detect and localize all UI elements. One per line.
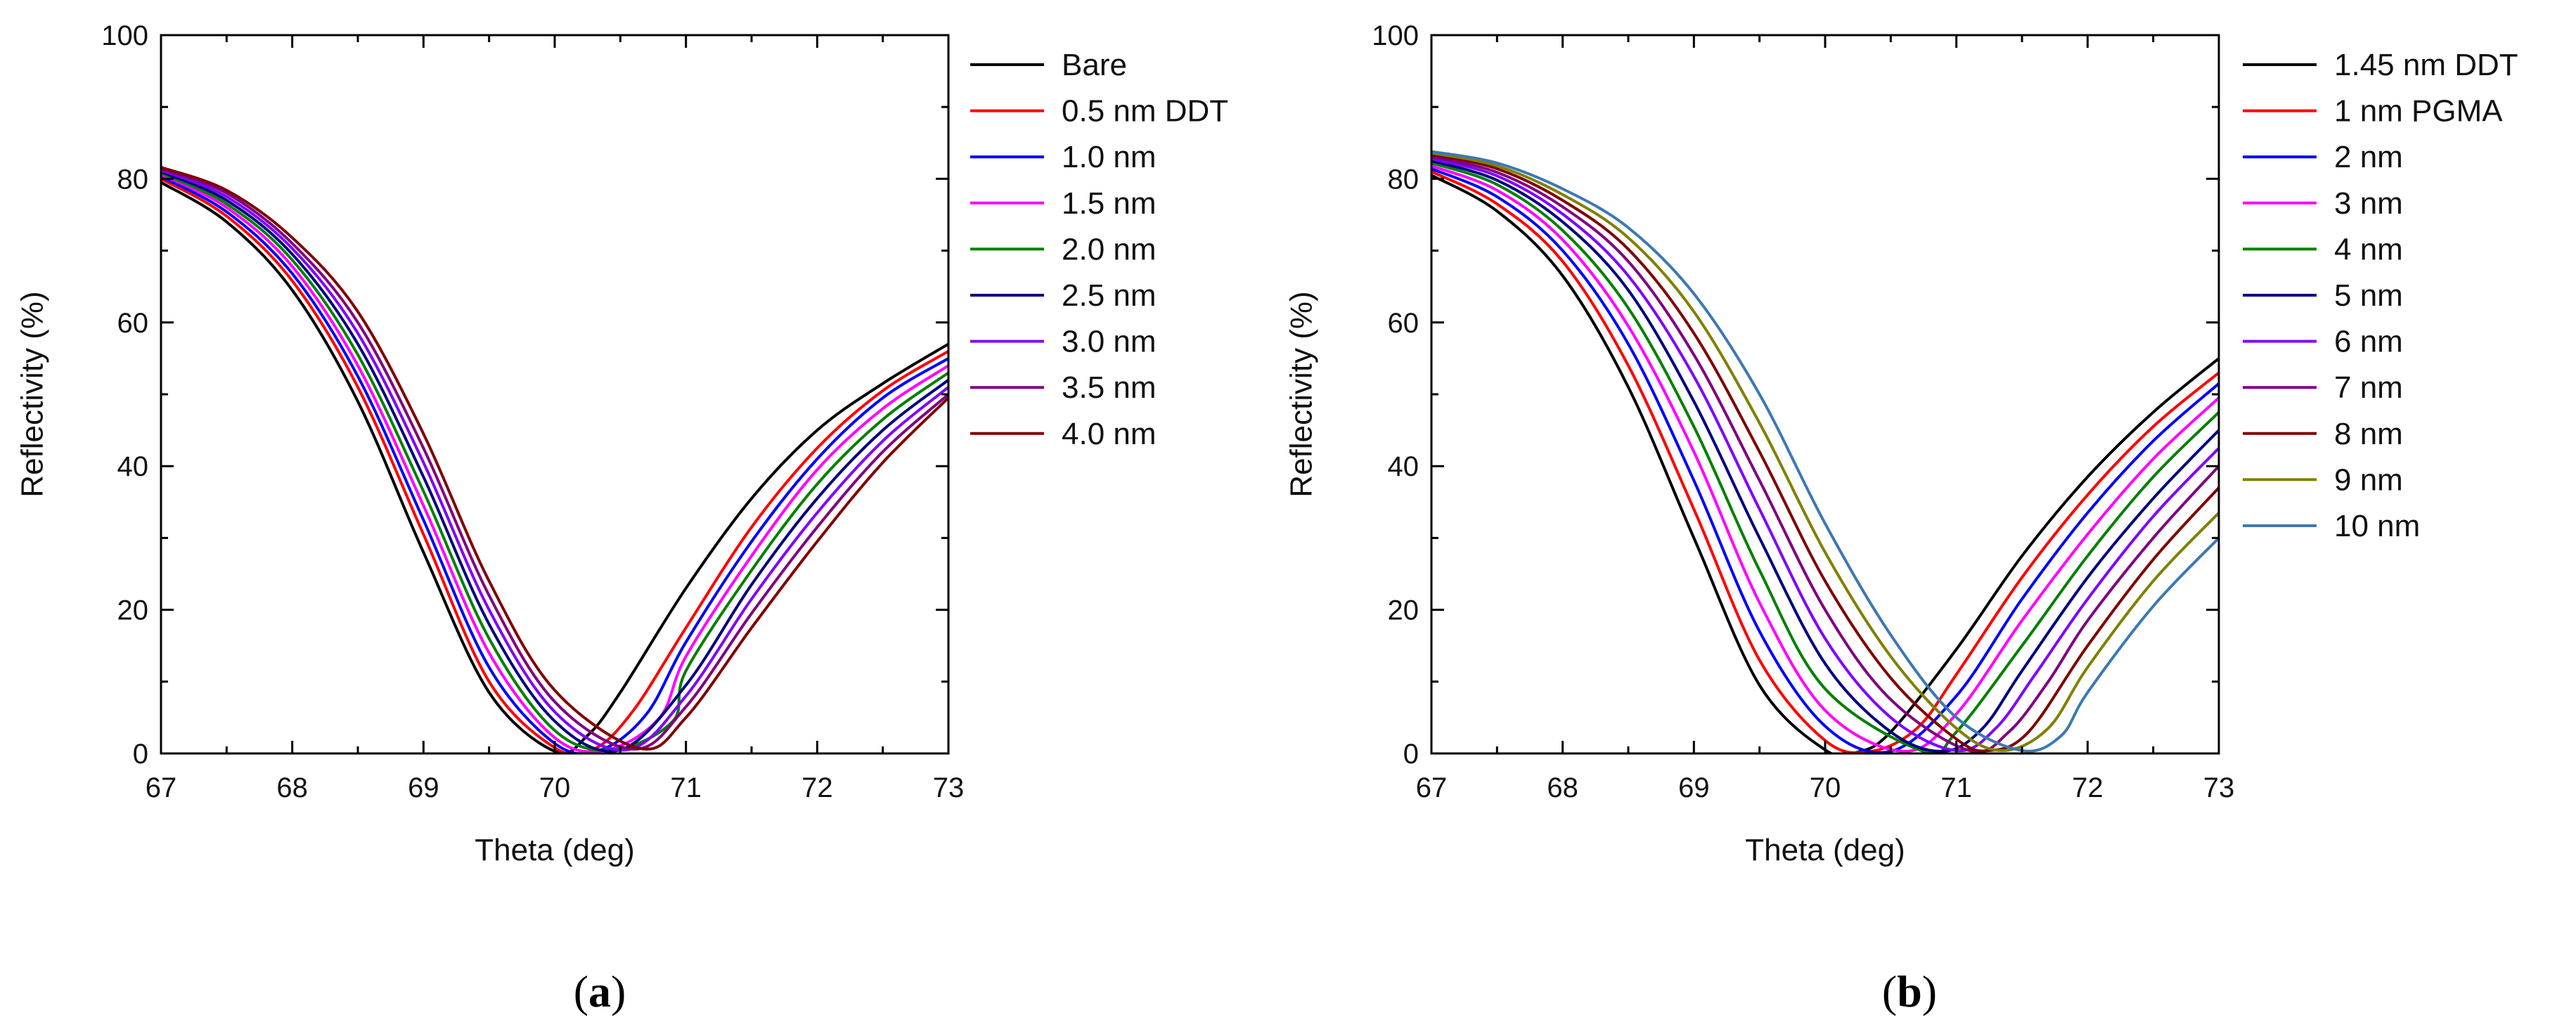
y-tick-label: 80 (1388, 164, 1419, 195)
x-tick-label: 72 (801, 772, 833, 803)
legend-label-10: 10 nm (2334, 509, 2420, 543)
y-tick-label: 80 (117, 164, 149, 195)
x-tick-label: 70 (1810, 772, 1841, 803)
panel-label: (a) (574, 966, 626, 1016)
legend-label-6: 3.0 nm (1062, 325, 1157, 359)
series-line-9 (1431, 151, 2219, 752)
y-tick-label: 60 (1388, 308, 1419, 339)
series-line-4 (1431, 161, 2219, 753)
panel-label-open: ( (1882, 966, 1897, 1016)
y-tick-label: 100 (1372, 20, 1419, 51)
y-tick-label: 60 (117, 308, 149, 339)
x-tick-label: 69 (408, 772, 439, 803)
series-group (161, 166, 948, 753)
legend: Bare 0.5 nm DDT 1.0 nm 1.5 nm 2.0 nm 2.5 nm 3.… (970, 48, 1228, 451)
legend-label-5: 5 nm (2334, 278, 2403, 313)
y-tick-label: 0 (133, 739, 148, 770)
x-tick-label: 73 (933, 772, 965, 803)
y-axis-title: Reflectivity (%) (15, 291, 49, 497)
panel-label-close: ) (1922, 966, 1937, 1016)
legend-label-4: 2.0 nm (1062, 232, 1157, 266)
series-line-3 (1431, 164, 2219, 753)
y-tick-label: 0 (1403, 739, 1419, 770)
legend-label-0: 1.45 nm DDT (2334, 48, 2518, 82)
panel-label-open: ( (574, 966, 588, 1016)
x-tick-label: 71 (1940, 772, 1972, 803)
series-line-7 (161, 167, 948, 751)
series-group (1431, 150, 2219, 753)
x-tick-label: 68 (276, 772, 308, 803)
series-line-7 (1431, 155, 2219, 753)
y-axis-title: Reflectivity (%) (1284, 291, 1318, 497)
legend-label-0: Bare (1062, 48, 1127, 82)
series-line-2 (1431, 167, 2219, 753)
legend-label-1: 1 nm PGMA (2334, 94, 2503, 129)
y-tick-label: 20 (117, 595, 149, 626)
x-tick-label: 71 (670, 772, 702, 803)
legend-label-4: 4 nm (2334, 232, 2403, 266)
legend-label-9: 9 nm (2334, 462, 2403, 497)
panel-label: (b) (1882, 966, 1937, 1016)
panel-label-letter: b (1897, 966, 1922, 1016)
legend-label-5: 2.5 nm (1062, 278, 1157, 313)
panel-label-letter: a (588, 966, 611, 1016)
legend: 1.45 nm DDT 1 nm PGMA 2 nm 3 nm 4 nm 5 nm 6 nm… (2243, 48, 2518, 543)
legend-label-6: 6 nm (2334, 325, 2403, 359)
x-tick-label: 68 (1547, 772, 1578, 803)
series-line-1 (1431, 170, 2219, 753)
panel-label-close: ) (611, 966, 626, 1016)
series-line-6 (161, 169, 948, 752)
legend-label-8: 4.0 nm (1062, 417, 1157, 451)
plot-frame (160, 34, 950, 755)
x-tick-label: 73 (2203, 772, 2235, 803)
series-line-5 (1431, 159, 2219, 753)
x-tick-label: 72 (2072, 772, 2104, 803)
legend-label-3: 1.5 nm (1062, 186, 1157, 221)
legend-label-3: 3 nm (2334, 186, 2403, 221)
series-line-10 (1431, 150, 2219, 753)
x-tick-label: 67 (1416, 772, 1448, 803)
series-line-1 (161, 177, 948, 753)
legend-label-2: 2 nm (2334, 140, 2403, 174)
series-line-4 (161, 171, 948, 752)
series-line-5 (161, 170, 948, 753)
panel-b: 67 68 69 70 71 72 73 0 20 40 60 80 100 Theta (deg) Ref… (1284, 20, 2518, 1016)
series-line-6 (1431, 157, 2219, 753)
x-tick-label: 67 (146, 772, 177, 803)
legend-label-7: 3.5 nm (1062, 370, 1157, 405)
legend-label-2: 1.0 nm (1062, 140, 1157, 174)
series-line-3 (161, 173, 948, 753)
series-line-8 (1431, 153, 2219, 753)
series-line-0 (1431, 174, 2219, 753)
x-tick-label: 70 (539, 772, 571, 803)
legend-label-8: 8 nm (2334, 417, 2403, 451)
legend-label-1: 0.5 nm DDT (1062, 94, 1228, 129)
y-tick-label: 40 (117, 451, 149, 482)
x-axis-title: Theta (deg) (475, 833, 634, 867)
y-tick-label: 20 (1388, 595, 1419, 626)
y-tick-label: 40 (1388, 451, 1419, 482)
x-axis-title: Theta (deg) (1745, 833, 1905, 867)
panel-a: 67 68 69 70 71 72 73 0 20 40 60 80 100 Theta (deg) Ref… (15, 20, 1228, 1016)
y-tick-label: 100 (101, 20, 148, 51)
x-tick-label: 69 (1678, 772, 1710, 803)
legend-label-7: 7 nm (2334, 370, 2403, 405)
plot-frame (1430, 34, 2220, 755)
series-line-8 (161, 166, 948, 751)
